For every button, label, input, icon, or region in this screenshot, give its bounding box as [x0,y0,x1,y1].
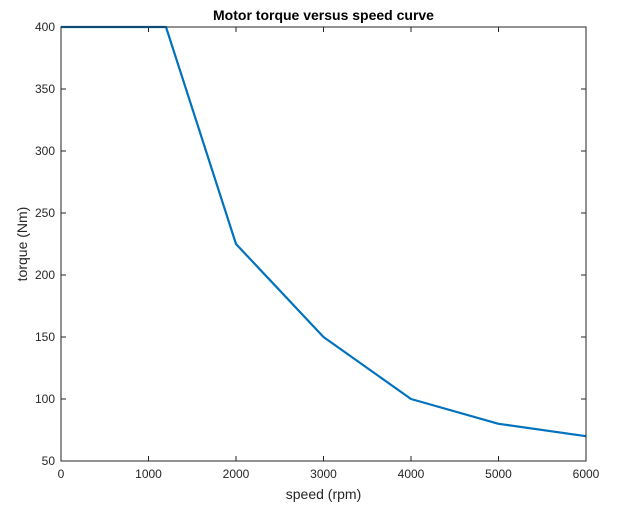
x-tick-label: 5000 [485,467,512,481]
y-tick-label: 400 [35,20,55,34]
plot-frame [60,26,587,462]
y-axis-label: torque (Nm) [14,207,30,282]
x-axis-ticks: 0 1000 2000 3000 4000 5000 6000 [58,27,600,481]
x-tick-label: 4000 [398,467,425,481]
y-tick-label: 300 [35,144,55,158]
y-tick-label: 100 [35,392,55,406]
y-axis-ticks: 50 100 150 200 250 300 350 400 [35,20,586,468]
y-tick-label: 250 [35,206,55,220]
x-axis-label: speed (rpm) [286,486,361,502]
x-tick-label: 0 [58,467,65,481]
x-tick-label: 2000 [223,467,250,481]
plot-background [61,27,586,461]
y-tick-label: 200 [35,268,55,282]
x-tick-label: 6000 [573,467,600,481]
y-tick-label: 150 [35,330,55,344]
y-tick-label: 350 [35,82,55,96]
x-tick-label: 3000 [310,467,337,481]
y-tick-label: 50 [42,454,56,468]
x-tick-label: 1000 [135,467,162,481]
chart-title: Motor torque versus speed curve [213,7,434,23]
